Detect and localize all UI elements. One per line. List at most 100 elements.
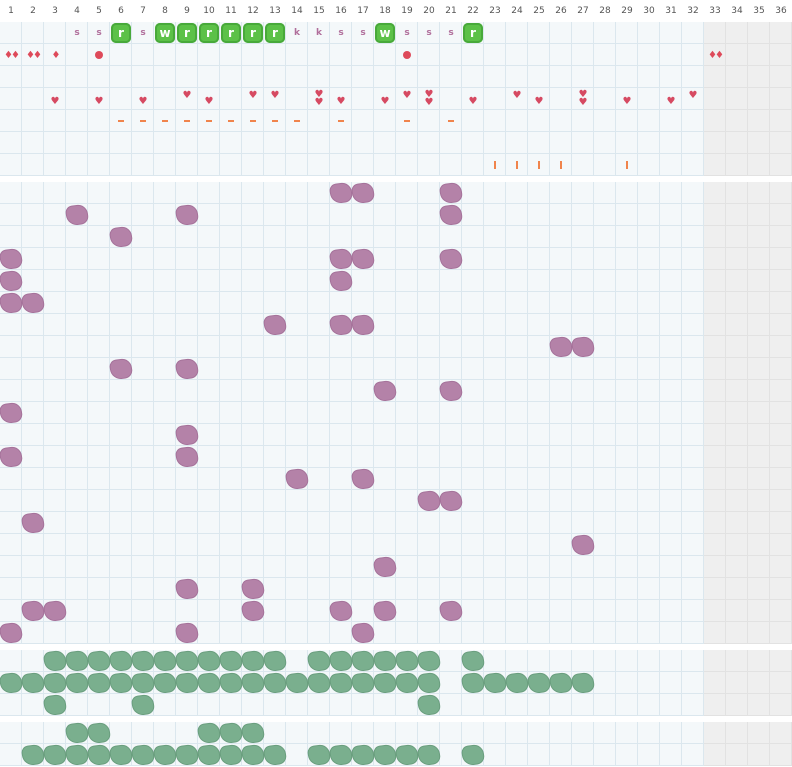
column-header-33[interactable]: 33 xyxy=(709,6,721,16)
green-block[interactable] xyxy=(395,672,419,694)
grid-cell[interactable] xyxy=(704,600,726,622)
grid-cell[interactable] xyxy=(220,336,242,358)
grid-cell[interactable] xyxy=(88,534,110,556)
grid-cell[interactable] xyxy=(88,336,110,358)
grid-cell[interactable] xyxy=(308,512,330,534)
grid-cell[interactable] xyxy=(682,44,704,66)
grid-cell[interactable] xyxy=(550,204,572,226)
grid-cell[interactable] xyxy=(132,534,154,556)
column-header-22[interactable]: 22 xyxy=(467,6,479,16)
grid-cell[interactable] xyxy=(572,622,594,644)
grid-cell[interactable] xyxy=(462,110,484,132)
grid-cell[interactable] xyxy=(484,402,506,424)
grid-cell[interactable] xyxy=(616,44,638,66)
grid-cell[interactable] xyxy=(352,490,374,512)
grid-cell[interactable] xyxy=(550,66,572,88)
grid-cell[interactable] xyxy=(506,110,528,132)
grid-cell[interactable] xyxy=(220,468,242,490)
grid-cell[interactable] xyxy=(154,380,176,402)
grid-cell[interactable] xyxy=(726,722,748,744)
grid-cell[interactable] xyxy=(748,358,770,380)
green-block[interactable] xyxy=(307,672,331,694)
grid-cell[interactable] xyxy=(352,44,374,66)
grid-cell[interactable] xyxy=(286,314,308,336)
grid-cell[interactable] xyxy=(176,154,198,176)
grid-cell[interactable] xyxy=(286,694,308,716)
grid-cell[interactable] xyxy=(308,132,330,154)
purple-block[interactable] xyxy=(21,600,45,622)
grid-cell[interactable] xyxy=(198,270,220,292)
grid-cell[interactable] xyxy=(264,182,286,204)
grid-cell[interactable] xyxy=(154,424,176,446)
grid-cell[interactable] xyxy=(704,44,726,66)
column-header-9[interactable]: 9 xyxy=(184,6,190,16)
grid-cell[interactable] xyxy=(462,336,484,358)
grid-cell[interactable] xyxy=(704,534,726,556)
grid-cell[interactable] xyxy=(396,66,418,88)
column-header-27[interactable]: 27 xyxy=(577,6,589,16)
grid-cell[interactable] xyxy=(176,132,198,154)
grid-cell[interactable] xyxy=(660,380,682,402)
green-block[interactable] xyxy=(43,672,67,694)
grid-cell[interactable] xyxy=(616,380,638,402)
grid-cell[interactable] xyxy=(638,722,660,744)
purple-block[interactable] xyxy=(175,424,199,446)
grid-cell[interactable] xyxy=(440,66,462,88)
grid-cell[interactable] xyxy=(638,402,660,424)
grid-cell[interactable] xyxy=(396,336,418,358)
grid-cell[interactable] xyxy=(330,44,352,66)
grid-cell[interactable] xyxy=(616,722,638,744)
grid-cell[interactable] xyxy=(572,226,594,248)
grid-cell[interactable] xyxy=(440,22,462,44)
grid-cell[interactable] xyxy=(286,424,308,446)
column-header-5[interactable]: 5 xyxy=(96,6,102,16)
grid-cell[interactable] xyxy=(528,694,550,716)
grid-cell[interactable] xyxy=(638,694,660,716)
purple-block[interactable] xyxy=(571,336,595,358)
grid-cell[interactable] xyxy=(242,380,264,402)
column-header-11[interactable]: 11 xyxy=(225,6,237,16)
green-block[interactable] xyxy=(65,744,89,766)
grid-cell[interactable] xyxy=(242,132,264,154)
grid-cell[interactable] xyxy=(660,182,682,204)
grid-cell[interactable] xyxy=(594,358,616,380)
green-block[interactable] xyxy=(263,744,287,766)
green-block[interactable] xyxy=(219,722,243,744)
grid-cell[interactable] xyxy=(462,226,484,248)
grid-cell[interactable] xyxy=(176,534,198,556)
grid-cell[interactable] xyxy=(770,672,792,694)
grid-cell[interactable] xyxy=(462,578,484,600)
grid-cell[interactable] xyxy=(572,204,594,226)
grid-cell[interactable] xyxy=(264,336,286,358)
green-block[interactable] xyxy=(373,672,397,694)
grid-cell[interactable] xyxy=(198,182,220,204)
grid-cell[interactable] xyxy=(264,490,286,512)
grid-cell[interactable] xyxy=(154,248,176,270)
grid-cell[interactable] xyxy=(770,182,792,204)
grid-cell[interactable] xyxy=(110,66,132,88)
grid-cell[interactable] xyxy=(286,358,308,380)
grid-cell[interactable] xyxy=(550,694,572,716)
grid-cell[interactable] xyxy=(286,744,308,766)
grid-cell[interactable] xyxy=(352,154,374,176)
green-block[interactable] xyxy=(329,744,353,766)
grid-cell[interactable] xyxy=(132,402,154,424)
grid-cell[interactable] xyxy=(88,248,110,270)
grid-cell[interactable] xyxy=(374,468,396,490)
green-block[interactable] xyxy=(241,672,265,694)
grid-cell[interactable] xyxy=(308,154,330,176)
grid-cell[interactable] xyxy=(770,358,792,380)
grid-cell[interactable] xyxy=(594,204,616,226)
grid-cell[interactable] xyxy=(286,22,308,44)
grid-cell[interactable] xyxy=(198,424,220,446)
grid-cell[interactable] xyxy=(484,226,506,248)
grid-cell[interactable] xyxy=(286,578,308,600)
grid-cell[interactable] xyxy=(770,424,792,446)
grid-cell[interactable] xyxy=(374,88,396,110)
green-block[interactable] xyxy=(219,672,243,694)
grid-cell[interactable] xyxy=(374,694,396,716)
grid-cell[interactable] xyxy=(88,204,110,226)
green-block[interactable] xyxy=(307,744,331,766)
grid-cell[interactable] xyxy=(22,722,44,744)
grid-cell[interactable] xyxy=(330,22,352,44)
